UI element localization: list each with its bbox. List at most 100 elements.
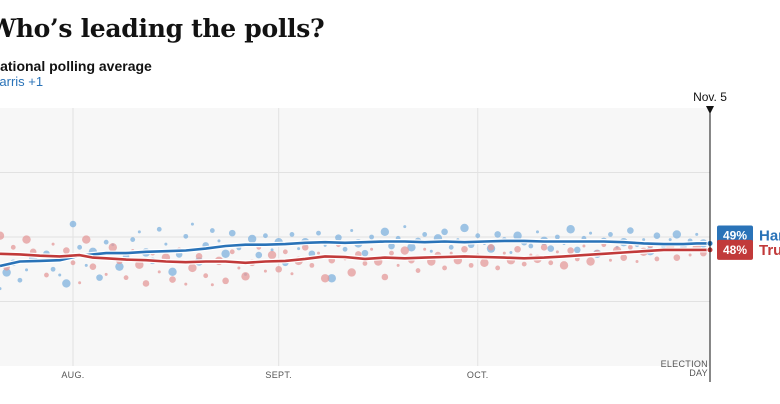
poll-dot [653,232,661,240]
poll-dot [668,238,672,242]
poll-dot [267,250,277,260]
poll-dot [50,266,56,272]
poll-dot [540,244,548,251]
poll-dot [381,273,389,281]
poll-dot [247,234,257,244]
poll-dot [350,229,354,233]
poll-dot [672,230,682,239]
election-date-label: Nov. 5 [693,90,727,104]
value-badge-text: 49% [723,228,747,242]
end-labels: 49% Harris 48% Trump [717,225,780,260]
poll-dot [290,272,294,276]
poll-dot [380,227,390,237]
poll-dot [403,225,407,229]
poll-dot [480,258,489,267]
poll-dot [429,249,433,253]
poll-dot [548,260,554,266]
poll-dot [82,235,91,244]
poll-dot [573,246,581,254]
poll-dot [77,244,83,250]
value-badge-text: 48% [723,243,747,257]
poll-dot [642,238,646,242]
poll-dot [567,247,574,254]
poll-dot [0,231,5,240]
poll-dot [156,226,162,232]
poll-dot [566,225,575,234]
poll-dot [582,244,586,248]
poll-dot [407,243,416,252]
poll-dot [44,272,49,278]
poll-dot [342,246,348,252]
poll-dot [415,268,421,273]
poll-dot [423,247,427,251]
poll-dot [282,249,288,255]
poll-dot [554,234,560,240]
poll-dot [168,267,177,277]
poll-dot [514,245,521,253]
poll-dot [229,249,235,255]
poll-dot [2,268,11,277]
poll-dot [115,262,124,271]
chart-subtitle: National polling average [0,58,152,74]
poll-dot [190,222,194,226]
poll-dot [209,228,215,233]
poll-dot [70,260,76,266]
poll-dot [361,249,369,257]
poll-dot [635,260,639,264]
poll-dot [58,273,62,277]
poll-dot [347,268,356,277]
poll-dot [369,234,374,240]
poll-dot [221,249,230,258]
election-marker: Nov. 5 [693,90,727,382]
average-lines [0,238,714,269]
poll-dot [327,274,336,283]
poll-dot [461,245,468,253]
poll-dot [449,251,453,255]
poll-dot [620,254,628,261]
leader-note: Harris +1 [0,74,44,89]
poll-dot [84,263,88,267]
election-day-label: ELECTION [661,359,708,369]
poll-dot [255,251,263,259]
poll-dot [442,265,447,271]
poll-dot [222,277,229,285]
poll-dot [51,242,55,246]
poll-dot [164,242,168,246]
poll-dot [535,230,539,234]
poll-dot [78,281,82,285]
poll-dot [10,244,16,250]
poll-dot [400,246,409,255]
poll-dot [135,260,144,269]
poll-dot [0,287,2,291]
poll-dot [203,273,209,279]
poll-dot [495,265,501,271]
poll-dot [123,275,129,281]
poll-dot [289,232,295,237]
poll-dot [468,262,474,268]
poll-dot [494,231,501,238]
poll-dot [275,265,282,273]
poll-dot [169,276,176,283]
poll-dot [241,272,250,281]
poll-dot [317,251,321,255]
poll-dot [228,229,236,237]
x-tick-label: AUG. [61,370,84,380]
poll-dot [547,245,555,252]
poll-dot [555,250,559,254]
poll-dot [502,251,506,255]
poll-dot [320,274,330,283]
poll-dot [654,256,660,262]
poll-dot [184,282,188,286]
poll-dot [389,250,394,256]
poll-dot [96,274,103,281]
poll-dot [460,223,469,233]
poll-dot [316,230,321,236]
poll-dot [422,232,428,237]
candidate-name: Harris [759,227,780,244]
poll-dot [441,228,448,236]
poll-dot [137,230,141,234]
poll-dot [89,263,97,270]
poll-dot [217,239,221,243]
poll-dot [103,239,109,245]
